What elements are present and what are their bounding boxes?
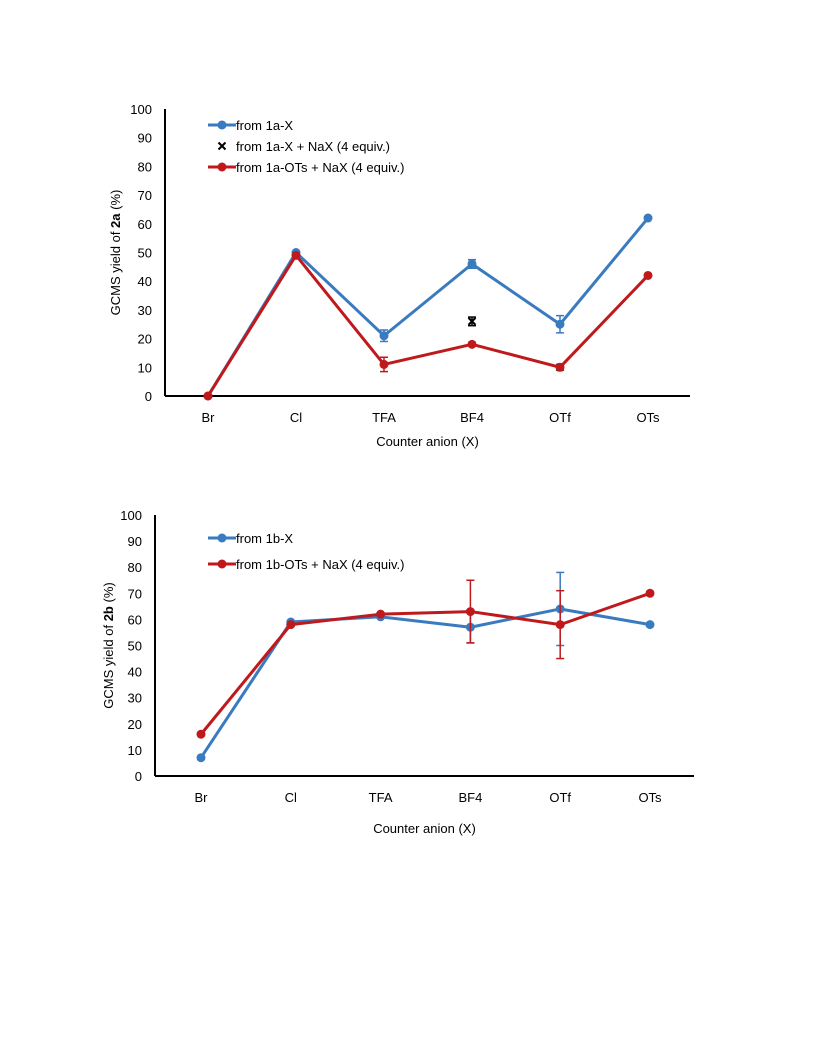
data-point	[467, 317, 477, 326]
x-tick-label: Cl	[285, 790, 297, 805]
series-3	[203, 250, 653, 401]
data-point	[376, 609, 386, 619]
y-tick-label: 90	[128, 534, 142, 549]
series-line	[199, 591, 651, 736]
y-axis-label-compound: 2a	[108, 213, 123, 228]
y-tick-label: 60	[138, 217, 152, 232]
y-axis-label-suffix: (%)	[108, 190, 123, 214]
data-point	[555, 620, 565, 630]
y-tick-label: 40	[138, 274, 152, 289]
data-point	[465, 607, 475, 617]
legend-label: from 1b-X	[236, 531, 293, 546]
data-point	[203, 391, 213, 401]
x-axis-label: Counter anion (X)	[376, 434, 479, 449]
data-point	[643, 270, 653, 280]
y-tick-label: 10	[128, 743, 142, 758]
legend-label: from 1a-X	[236, 118, 293, 133]
y-tick-label: 60	[128, 612, 142, 627]
y-tick-label: 50	[128, 639, 142, 654]
y-axis-label: GCMS yield of 2a (%)	[108, 190, 123, 316]
data-point	[196, 753, 206, 763]
series-2	[196, 579, 655, 739]
x-axis-label: Counter anion (X)	[373, 821, 476, 836]
marker-stroke	[467, 317, 477, 326]
legend-marker	[217, 141, 227, 151]
y-tick-label: 70	[128, 586, 142, 601]
y-axis-label-suffix: (%)	[101, 582, 116, 606]
data-point	[555, 362, 565, 372]
legend-item: from 1a-X + NaX (4 equiv.)	[217, 139, 390, 154]
data-point	[555, 319, 565, 329]
y-tick-label: 80	[128, 560, 142, 575]
y-tick-label: 70	[138, 188, 152, 203]
legend-marker	[217, 559, 227, 569]
x-tick-label: Cl	[290, 410, 302, 425]
data-point	[645, 620, 655, 630]
y-axis-label-prefix: GCMS yield of	[101, 621, 116, 708]
y-axis-label: GCMS yield of 2b (%)	[101, 582, 116, 708]
legend-label: from 1b-OTs + NaX (4 equiv.)	[236, 557, 404, 572]
series-1	[203, 213, 653, 401]
y-tick-label: 100	[120, 508, 142, 523]
y-tick-label: 0	[135, 769, 142, 784]
y-tick-label: 90	[138, 131, 152, 146]
x-tick-label: Br	[195, 790, 209, 805]
y-tick-label: 0	[145, 389, 152, 404]
x-tick-label: TFA	[372, 410, 396, 425]
y-tick-label: 10	[138, 360, 152, 375]
data-point	[467, 259, 477, 269]
x-tick-label: BF4	[460, 410, 484, 425]
data-point	[643, 213, 653, 223]
legend-item: from 1a-OTs + NaX (4 equiv.)	[208, 160, 404, 175]
series-2	[467, 316, 565, 372]
y-tick-label: 20	[128, 717, 142, 732]
chart-2: 0 10 20 30 40 50 60 70 80 90 100 Br Cl TFA BF4 OTf OTs Co…	[101, 508, 694, 836]
x-tick-label: TFA	[369, 790, 393, 805]
data-point	[379, 359, 389, 369]
chart-1: 0 10 20 30 40 50 60 70 80 90 100 Br Cl TFA BF4 OTf OTs Co…	[108, 102, 690, 449]
legend-item: from 1b-OTs + NaX (4 equiv.)	[208, 557, 404, 572]
x-tick-label: Br	[202, 410, 216, 425]
data-point	[467, 339, 477, 349]
data-point	[286, 620, 296, 630]
x-tick-label: OTf	[549, 790, 571, 805]
legend-item: from 1a-X	[208, 118, 293, 133]
y-axis-label-compound: 2b	[101, 606, 116, 621]
legend-marker	[217, 162, 227, 172]
data-point	[291, 250, 301, 260]
y-tick-label: 80	[138, 159, 152, 174]
legend-label: from 1a-OTs + NaX (4 equiv.)	[236, 160, 404, 175]
y-tick-label: 30	[128, 691, 142, 706]
y-tick-label: 20	[138, 332, 152, 347]
x-tick-label: OTf	[549, 410, 571, 425]
y-tick-label: 50	[138, 246, 152, 261]
y-tick-label: 40	[128, 665, 142, 680]
data-point	[645, 588, 655, 598]
x-tick-label: OTs	[636, 410, 660, 425]
legend-item: from 1b-X	[208, 531, 293, 546]
legend-marker	[217, 533, 227, 543]
legend-label: from 1a-X + NaX (4 equiv.)	[236, 139, 390, 154]
series-line	[199, 607, 651, 759]
x-tick-label: BF4	[458, 790, 482, 805]
x-tick-label: OTs	[638, 790, 662, 805]
series-1	[196, 571, 655, 763]
series-line	[206, 253, 650, 397]
data-point	[379, 331, 389, 341]
data-point	[196, 729, 206, 739]
y-axis-label-prefix: GCMS yield of	[108, 228, 123, 315]
y-tick-label: 100	[130, 102, 152, 117]
y-tick-label: 30	[138, 303, 152, 318]
legend-marker	[217, 120, 227, 130]
series-line	[206, 217, 650, 397]
